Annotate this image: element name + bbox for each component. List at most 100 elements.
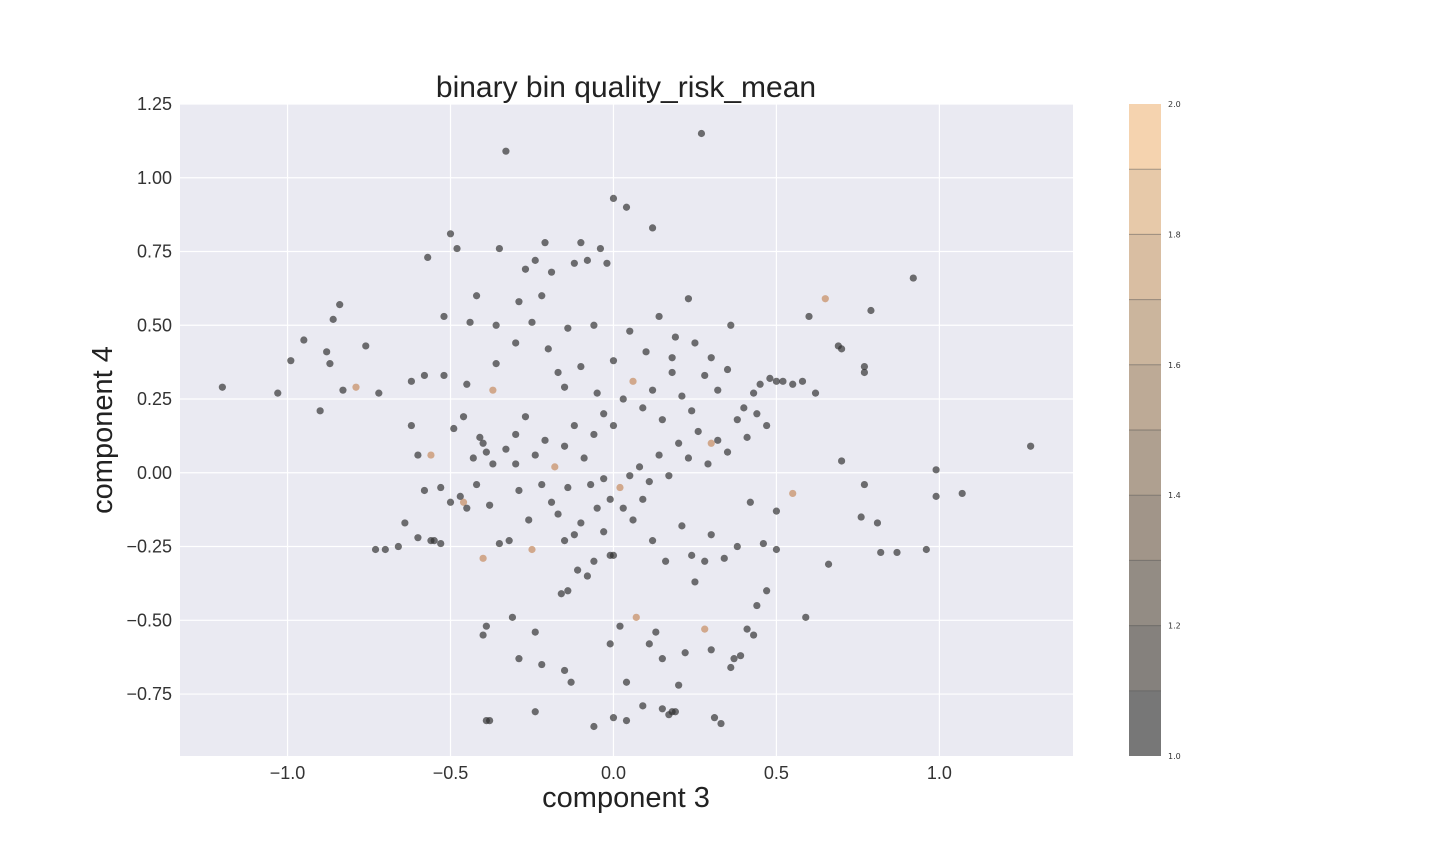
data-point [420,371,429,380]
y-tick-label: 0.00 [137,463,172,483]
data-point [414,534,422,542]
colorbar-tick-label: 2.0 [1168,100,1181,109]
data-point [560,442,569,450]
data-point [580,454,588,462]
data-point [329,315,337,323]
data-point [857,513,865,521]
data-point [551,463,559,471]
data-point [733,542,741,551]
data-point [495,539,503,548]
data-point [798,377,807,385]
data-point [658,705,666,713]
data-point [489,386,497,394]
data-point [642,348,650,356]
data-point [629,377,637,385]
data-point [446,230,455,238]
data-point [515,298,523,306]
data-point [622,716,631,725]
data-point [606,640,614,648]
data-point [632,613,640,621]
data-point [658,655,666,663]
data-point [717,719,725,728]
data-point [427,451,435,459]
data-point [420,486,429,495]
data-point [932,492,940,500]
data-point [606,495,614,503]
data-point [619,504,627,512]
data-point [596,244,605,253]
data-point [560,383,569,391]
data-point [763,587,771,595]
data-point [665,711,673,719]
data-point [479,439,487,447]
data-point [681,649,689,657]
data-point [759,539,767,548]
data-point [590,722,598,731]
data-point [655,312,663,321]
data-point [531,628,539,636]
data-point [560,537,569,545]
data-point [746,498,754,506]
data-point [603,259,611,267]
data-point [407,377,415,385]
data-point [590,321,598,329]
data-point [274,389,282,397]
data-point [316,407,324,415]
data-point [583,256,591,264]
data-point [381,545,389,554]
data-point [922,545,930,554]
data-point [616,622,624,630]
data-point [528,545,536,554]
data-point [609,551,618,559]
data-point [694,427,702,436]
data-point [469,454,477,462]
x-axis-label: component 3 [542,782,710,814]
data-point [570,531,578,539]
data-point [492,360,500,368]
data-point [838,457,846,465]
data-point [371,545,380,554]
data-point [414,451,422,459]
data-point [479,554,487,562]
data-point [528,318,536,326]
data-point [750,631,758,639]
data-point [867,306,875,315]
data-point [587,480,595,489]
data-point [401,519,409,527]
data-point [727,321,735,329]
data-point [600,475,608,483]
y-tick-label: −0.50 [126,610,172,630]
data-point [609,194,618,203]
data-point [538,292,546,300]
data-point [648,386,657,394]
data-point [505,537,513,545]
data-point [609,714,618,722]
data-point [645,478,653,486]
data-point [339,386,347,394]
data-point [463,380,471,388]
data-point [824,560,833,568]
x-tick-label: 0.0 [601,763,626,783]
data-point [515,486,523,495]
data-point [352,383,360,391]
data-point [440,312,448,321]
colorbar-band [1129,169,1161,235]
data-point [489,460,497,468]
colorbar-band [1129,430,1161,496]
data-point [860,480,869,489]
data-point [557,590,565,598]
data-point [590,430,598,439]
data-point [668,354,676,362]
data-point [300,336,308,344]
data-point [362,342,370,350]
data-point [472,480,481,489]
x-tick-labels: −1.0 −0.5 0.0 0.5 1.0 [270,763,952,783]
colorbar-tick-label: 1.6 [1168,361,1181,370]
data-point [538,480,546,489]
data-point [877,548,885,557]
y-tick-label: 1.00 [137,168,172,188]
data-point [541,239,549,247]
data-point [736,652,745,660]
data-point [691,578,699,586]
data-point [723,365,732,374]
